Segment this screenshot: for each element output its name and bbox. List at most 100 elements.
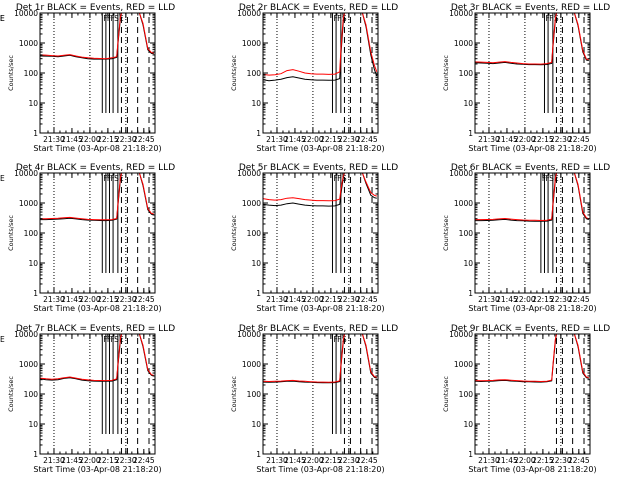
y-tick-label: 100 [24,390,39,399]
y-axis-label: Counts/sec [7,215,15,251]
panel-title: Det 2r BLACK = Events, RED = LLD [239,3,398,13]
x-tick-label: 21:30 [478,135,500,144]
y-tick-label: 100 [247,69,262,78]
y-axis-label: Counts/sec [442,55,450,91]
y-tick-label: 1000 [454,39,473,48]
y-tick-label: 1 [468,450,473,459]
panel-det-9: Det 9r BLACK = Events, RED = LLD 1 10 100 10… [442,324,610,474]
x-tick-label: 22:45 [133,135,155,144]
flag-label: E [554,174,559,183]
flag-label: F [545,174,549,183]
panel-title: Det 5r BLACK = Events, RED = LLD [239,163,398,173]
x-axis-label: Start Time (03-Apr-08 21:18:20) [33,144,161,153]
y-tick-label: 1 [33,289,38,298]
x-tick-label: 22:15 [532,295,554,304]
flag-label: E [119,14,124,23]
x-tick-label: 22:15 [320,456,342,465]
y-tick-label: 1 [256,289,261,298]
y-axis-label: Counts/sec [7,55,15,91]
flag-label: S [114,335,119,344]
y-tick-label: 10 [463,259,473,268]
flag-label: F [337,14,341,23]
y-tick-label: 1000 [19,39,38,48]
x-tick-label: 21:30 [266,135,288,144]
y-axis-label: Counts/sec [7,376,15,412]
y-axis-label: Counts/sec [230,215,238,251]
panel-title: Det 6r BLACK = Events, RED = LLD [451,163,610,173]
x-tick-label: 22:45 [133,295,155,304]
y-tick-label: 100 [459,229,474,238]
x-axis-label: Start Time (03-Apr-08 21:18:20) [33,304,161,313]
x-tick-label: 22:45 [356,295,378,304]
flag-label: S [114,14,119,23]
x-tick-label: 22:30 [550,135,572,144]
panel-title: Det 1r BLACK = Events, RED = LLD [16,3,175,13]
x-tick-label: 22:45 [568,295,590,304]
series-line-events [40,173,154,222]
x-tick-label: 21:45 [61,456,83,465]
y-tick-label: 10000 [449,9,473,18]
panel-title: Det 8r BLACK = Events, RED = LLD [239,324,398,334]
series-line-lld [40,13,154,60]
flag-label: S [554,14,559,23]
x-tick-label: 21:45 [61,295,83,304]
x-tick-label: 21:45 [61,135,83,144]
flag-label: S [114,174,119,183]
flag-label: F [542,174,546,183]
series-line-events [263,13,378,82]
y-tick-label: 1000 [454,199,473,208]
flag-label: E [119,174,124,183]
x-tick-label: 22:00 [79,295,101,304]
flag-label: F [545,14,549,23]
x-tick-label: 22:45 [133,456,155,465]
flag-label: F [107,174,111,183]
x-axis-label: Start Time (03-Apr-08 21:18:20) [256,144,384,153]
x-tick-label: 22:30 [115,135,137,144]
x-tick-label: 22:00 [302,295,324,304]
y-tick-label: 10000 [14,9,38,18]
y-tick-label: 10 [28,259,38,268]
flag-label: F [333,335,337,344]
y-tick-label: 10 [251,259,261,268]
x-axis-label: Start Time (03-Apr-08 21:18:20) [468,144,596,153]
x-tick-label: 22:15 [97,135,119,144]
series-line-lld [40,334,154,382]
flag-label: F [110,335,114,344]
flag-label: S [342,174,347,183]
y-axis-label: Counts/sec [442,376,450,412]
y-tick-label: 1 [33,129,38,138]
flag-label: F [103,335,107,344]
flag-label: F [110,174,114,183]
y-tick-label: 1 [468,129,473,138]
y-tick-label: 100 [459,390,474,399]
x-tick-label: 21:30 [266,456,288,465]
panel-title: Det 4r BLACK = Events, RED = LLD [16,163,175,173]
y-tick-label: 100 [247,229,262,238]
x-tick-label: 22:00 [302,456,324,465]
flag-label: F [337,335,341,344]
y-tick-label: 1000 [242,360,261,369]
y-tick-label: 1000 [19,360,38,369]
y-tick-label: 100 [459,69,474,78]
x-tick-label: 21:45 [284,295,306,304]
x-tick-label: 21:30 [43,295,65,304]
y-tick-label: 1 [33,450,38,459]
x-tick-label: 21:45 [496,456,518,465]
x-axis-label: Start Time (03-Apr-08 21:18:20) [256,465,384,474]
x-tick-label: 21:45 [496,135,518,144]
x-axis-label: Start Time (03-Apr-08 21:18:20) [468,304,596,313]
x-tick-label: 22:45 [568,135,590,144]
series-line-lld [263,173,377,202]
y-tick-label: 1 [256,450,261,459]
flag-label: S [342,335,347,344]
y-tick-label: 10 [463,420,473,429]
y-tick-label: 100 [24,69,39,78]
x-tick-label: 22:00 [514,295,536,304]
